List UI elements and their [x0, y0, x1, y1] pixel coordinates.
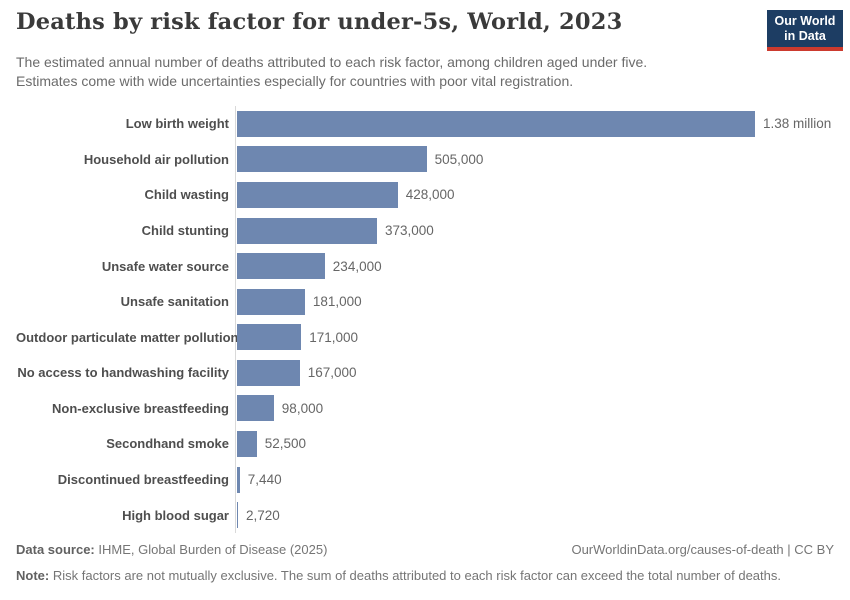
chart-row-low-birth-weight: Low birth weight 1.38 million: [16, 106, 834, 142]
bar-outdoor-particulate-matter-pollution[interactable]: [237, 324, 302, 351]
category-label-non-exclusive-breastfeeding: Non-exclusive breastfeeding: [52, 400, 229, 416]
subtitle-line1: The estimated annual number of deaths at…: [16, 54, 648, 70]
bar-low-birth-weight[interactable]: [237, 110, 755, 137]
chart-row-no-access-to-handwashing-facility: No access to handwashing facility 167,000: [16, 355, 834, 391]
bar-child-stunting[interactable]: [237, 217, 377, 244]
bar-no-access-to-handwashing-facility[interactable]: [237, 359, 300, 386]
category-label-outdoor-particulate-matter-pollution: Outdoor particulate matter pollution: [16, 329, 239, 345]
value-label-outdoor-particulate-matter-pollution: 171,000: [309, 329, 358, 345]
value-label-household-air-pollution: 505,000: [434, 151, 484, 167]
bar-unsafe-sanitation[interactable]: [237, 288, 305, 315]
data-source-text: IHME, Global Burden of Disease (2025): [98, 542, 328, 557]
owid-logo-line1: Our World: [774, 14, 836, 28]
value-label-no-access-to-handwashing-facility: 167,000: [307, 365, 357, 381]
category-label-no-access-to-handwashing-facility: No access to handwashing facility: [17, 365, 229, 381]
chart-row-unsafe-water-source: Unsafe water source 234,000: [16, 248, 834, 284]
owid-url-link[interactable]: OurWorldinData.org/causes-of-death | CC …: [571, 542, 834, 557]
bar-high-blood-sugar[interactable]: [237, 502, 238, 529]
bar-chart: Low birth weight 1.38 million Household ai…: [16, 106, 834, 533]
value-label-child-wasting: 428,000: [405, 187, 455, 203]
data-source: Data source: IHME, Global Burden of Dise…: [16, 541, 327, 558]
y-axis-line: [235, 106, 236, 533]
chart-rows: Low birth weight 1.38 million Household ai…: [16, 106, 834, 533]
bar-household-air-pollution[interactable]: [237, 146, 427, 173]
chart-title: Deaths by risk factor for under-5s, Worl…: [16, 9, 623, 35]
value-label-unsafe-sanitation: 181,000: [312, 294, 362, 310]
note-text: Risk factors are not mutually exclusive.…: [52, 568, 781, 583]
value-label-child-stunting: 373,000: [385, 223, 434, 239]
chart-row-discontinued-breastfeeding: Discontinued breastfeeding 7,440: [16, 462, 834, 498]
value-label-discontinued-breastfeeding: 7,440: [247, 472, 282, 488]
chart-subtitle: The estimated annual number of deaths at…: [16, 53, 647, 91]
category-label-secondhand-smoke: Secondhand smoke: [106, 436, 229, 452]
owid-logo-line2: in Data: [784, 29, 826, 43]
category-label-low-birth-weight: Low birth weight: [125, 116, 229, 132]
bar-child-wasting[interactable]: [237, 181, 398, 208]
chart-row-secondhand-smoke: Secondhand smoke 52,500: [16, 426, 834, 462]
value-label-high-blood-sugar: 2,720: [246, 507, 280, 523]
value-label-unsafe-water-source: 234,000: [332, 258, 382, 274]
value-label-secondhand-smoke: 52,500: [264, 436, 306, 452]
category-label-unsafe-sanitation: Unsafe sanitation: [120, 294, 229, 310]
value-label-non-exclusive-breastfeeding: 98,000: [281, 400, 324, 416]
data-source-label: Data source:: [16, 542, 95, 557]
bar-discontinued-breastfeeding[interactable]: [237, 466, 240, 493]
value-label-low-birth-weight: 1.38 million: [763, 116, 832, 132]
chart-row-unsafe-sanitation: Unsafe sanitation 181,000: [16, 284, 834, 320]
note-label: Note:: [16, 568, 50, 583]
category-label-household-air-pollution: Household air pollution: [83, 151, 229, 167]
category-label-unsafe-water-source: Unsafe water source: [101, 258, 229, 274]
subtitle-line2: Estimates come with wide uncertainties e…: [16, 73, 574, 89]
category-label-child-wasting: Child wasting: [144, 187, 230, 203]
chart-row-non-exclusive-breastfeeding: Non-exclusive breastfeeding 98,000: [16, 391, 834, 427]
category-label-child-stunting: Child stunting: [141, 223, 229, 239]
bar-unsafe-water-source[interactable]: [237, 253, 325, 280]
chart-row-child-wasting: Child wasting 428,000: [16, 177, 834, 213]
chart-row-outdoor-particulate-matter-pollution: Outdoor particulate matter pollution 171,…: [16, 319, 834, 355]
bar-non-exclusive-breastfeeding[interactable]: [237, 395, 274, 422]
category-label-discontinued-breastfeeding: Discontinued breastfeeding: [57, 472, 229, 488]
footer-note: Note: Risk factors are not mutually excl…: [16, 567, 834, 584]
chart-row-household-air-pollution: Household air pollution 505,000: [16, 142, 834, 178]
bar-secondhand-smoke[interactable]: [237, 430, 257, 457]
chart-footer: Data source: IHME, Global Burden of Dise…: [16, 541, 834, 584]
owid-logo[interactable]: Our World in Data: [767, 10, 843, 51]
chart-row-high-blood-sugar: High blood sugar 2,720: [16, 497, 834, 533]
category-label-high-blood-sugar: High blood sugar: [122, 507, 229, 523]
chart-row-child-stunting: Child stunting 373,000: [16, 213, 834, 249]
